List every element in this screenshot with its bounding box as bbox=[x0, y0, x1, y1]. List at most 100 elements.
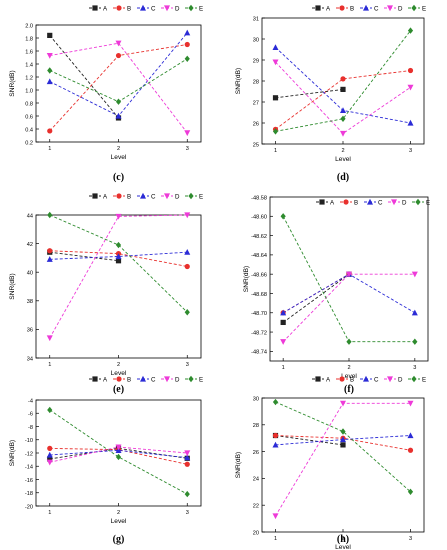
data-point-D bbox=[46, 52, 53, 59]
x-axis-label: Level bbox=[111, 370, 127, 377]
series-E bbox=[47, 55, 190, 105]
x-axis-label: Level bbox=[335, 544, 351, 550]
series-E bbox=[272, 398, 414, 495]
legend-marker-A bbox=[315, 5, 321, 11]
y-tick-label: -16 bbox=[25, 478, 33, 484]
data-point-D bbox=[411, 271, 418, 278]
data-point-A bbox=[115, 258, 122, 264]
series-line-E bbox=[49, 409, 188, 495]
y-axis-label: SNR(dB) bbox=[9, 440, 16, 466]
legend-marker-B bbox=[116, 5, 122, 11]
data-point-C bbox=[272, 44, 279, 50]
y-tick-label: 42 bbox=[27, 242, 33, 248]
plot-frame bbox=[261, 397, 425, 533]
y-tick-label: 30 bbox=[253, 37, 259, 43]
series-line-E bbox=[49, 58, 188, 103]
y-tick-label: -48.66 bbox=[251, 272, 267, 278]
data-point-C bbox=[272, 441, 279, 448]
x-tick-label: 1 bbox=[48, 146, 51, 152]
data-point-B bbox=[184, 461, 190, 467]
x-tick-label: 2 bbox=[341, 148, 344, 154]
series-D bbox=[272, 400, 414, 520]
y-tick-label: -48.58 bbox=[251, 195, 267, 201]
legend-label-D: D bbox=[175, 5, 180, 12]
data-point-C bbox=[340, 436, 346, 443]
legend-marker-D bbox=[387, 376, 393, 383]
series-E bbox=[47, 211, 190, 316]
legend-label-C: C bbox=[151, 376, 156, 383]
data-point-E bbox=[184, 55, 190, 62]
y-tick-label: 26 bbox=[253, 121, 259, 127]
series-line-E bbox=[282, 216, 415, 343]
x-axis-label: Level bbox=[111, 518, 127, 525]
data-point-E bbox=[272, 398, 279, 406]
legend: A B C D E bbox=[89, 375, 203, 383]
data-point-B bbox=[407, 447, 414, 453]
legend-marker-B bbox=[116, 193, 122, 199]
data-point-C bbox=[115, 112, 122, 119]
chart-panel-1: 0.2 0.4 0.6 0.8 1.0 1.2 1.4 1.6 1.8 2.0 1 2 3 Level SN… bbox=[9, 4, 203, 183]
legend-label-D: D bbox=[175, 193, 180, 200]
data-point-A bbox=[340, 442, 346, 448]
data-point-D bbox=[272, 513, 279, 520]
legend-label-E: E bbox=[426, 199, 430, 206]
series-line-B bbox=[49, 447, 188, 465]
series-B bbox=[47, 41, 190, 134]
legend-marker-D bbox=[164, 5, 170, 12]
data-point-C bbox=[115, 253, 122, 260]
legend-label-D: D bbox=[175, 376, 180, 383]
legend-label-B: B bbox=[350, 5, 354, 12]
x-tick-label: 1 bbox=[282, 365, 285, 371]
legend-marker-A bbox=[92, 193, 98, 199]
y-tick-label: 1.0 bbox=[25, 88, 33, 94]
y-tick-label: 25 bbox=[253, 142, 259, 148]
legend-label-A: A bbox=[103, 5, 108, 12]
data-point-E bbox=[407, 488, 414, 495]
data-point-D bbox=[340, 400, 346, 407]
x-tick-label: 1 bbox=[274, 536, 277, 542]
legend-label-D: D bbox=[398, 5, 403, 12]
legend-label-E: E bbox=[199, 376, 203, 383]
x-tick-label: 1 bbox=[48, 362, 51, 368]
series-line-C bbox=[49, 251, 188, 260]
series-C bbox=[280, 270, 418, 316]
data-point-D bbox=[115, 40, 122, 47]
data-point-B bbox=[407, 67, 414, 74]
series-D bbox=[46, 444, 191, 466]
data-point-B bbox=[340, 76, 346, 82]
series-D bbox=[272, 59, 414, 137]
y-tick-label: 0.8 bbox=[25, 101, 33, 107]
data-point-E bbox=[280, 213, 286, 220]
data-point-C bbox=[46, 78, 53, 85]
y-tick-label: -48.72 bbox=[251, 330, 267, 336]
data-point-E bbox=[346, 338, 352, 345]
data-point-B bbox=[115, 52, 122, 59]
legend-marker-A bbox=[319, 199, 325, 205]
y-tick-label: 1.4 bbox=[25, 62, 33, 68]
legend-marker-A bbox=[92, 376, 98, 382]
legend-label-A: A bbox=[330, 199, 335, 206]
data-point-C bbox=[46, 451, 53, 458]
y-axis-label: SNR(dB) bbox=[235, 68, 242, 94]
data-point-A bbox=[272, 95, 279, 101]
legend-marker-E bbox=[415, 198, 421, 206]
series-line-D bbox=[49, 214, 188, 339]
x-tick-label: 2 bbox=[341, 536, 344, 542]
y-tick-label: -4 bbox=[28, 398, 33, 404]
series-E bbox=[47, 406, 190, 498]
x-tick-label: 1 bbox=[48, 510, 51, 516]
series-line-A bbox=[49, 251, 119, 262]
series-line-D bbox=[49, 42, 188, 134]
data-point-B bbox=[47, 248, 53, 254]
series-line-A bbox=[49, 35, 119, 119]
legend-label-D: D bbox=[398, 376, 403, 383]
y-tick-label: -48.60 bbox=[251, 215, 267, 221]
data-point-D bbox=[346, 271, 352, 278]
legend-marker-C bbox=[140, 192, 146, 199]
chart-panel-3: 34 36 38 40 42 44 1 2 3 Level SNR(dB) A B C D E (e) bbox=[9, 192, 203, 395]
y-tick-label: -20 bbox=[25, 504, 33, 510]
y-tick-label: 38 bbox=[27, 299, 33, 305]
series-line-D bbox=[275, 61, 411, 135]
data-point-C bbox=[407, 432, 414, 439]
panel-caption: (c) bbox=[113, 172, 124, 183]
